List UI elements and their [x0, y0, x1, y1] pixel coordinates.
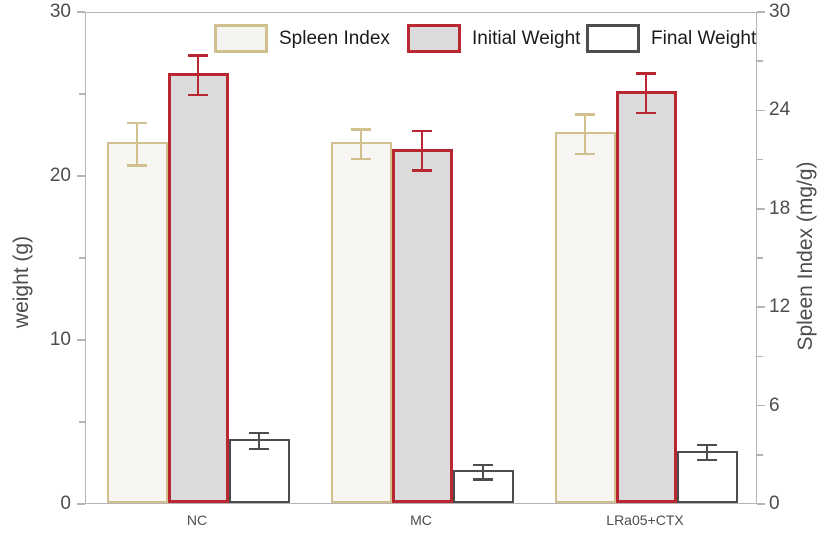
right-tick-label: 18 — [769, 197, 791, 219]
error-bar-cap — [412, 129, 432, 133]
error-bar-cap — [412, 169, 432, 172]
right-tick-label: 24 — [769, 99, 791, 121]
plot-area: Spleen Index Initial Weight Final Weight — [85, 12, 757, 504]
left-major-tick — [77, 11, 85, 13]
error-bar — [257, 432, 261, 450]
bar-final-weight — [676, 450, 738, 503]
x-category-label: NC — [186, 512, 208, 528]
error-bar — [644, 73, 648, 114]
error-bar-cap — [249, 447, 269, 451]
error-bar-cap — [351, 157, 371, 161]
legend-label: Initial Weight — [472, 27, 581, 49]
right-major-tick — [757, 404, 765, 407]
right-axis-title: Spleen Index (mg/g) — [794, 161, 817, 351]
left-minor-tick — [79, 257, 85, 259]
error-bar-cap — [697, 458, 717, 462]
right-major-tick — [757, 503, 765, 505]
left-axis-title: weight (g) — [10, 235, 33, 329]
error-bar-cap — [127, 121, 147, 125]
error-bar — [359, 129, 363, 159]
x-category-label: LRa05+CTX — [606, 512, 684, 528]
right-major-tick — [757, 208, 765, 210]
error-bar-cap — [575, 152, 595, 156]
bar-initial-weight — [615, 91, 677, 503]
right-minor-tick — [757, 257, 763, 259]
bar-spleen-index — [554, 132, 616, 503]
bar-initial-weight — [391, 148, 453, 503]
error-bar-cap — [249, 431, 269, 435]
legend-label: Final Weight — [651, 27, 757, 49]
right-tick-label: 12 — [769, 296, 791, 318]
right-major-tick — [757, 306, 765, 308]
error-bar-cap — [636, 111, 656, 115]
left-tick-label: 30 — [49, 1, 71, 22]
right-minor-tick — [757, 454, 763, 456]
error-bar-cap — [188, 54, 208, 57]
error-bar-cap — [351, 128, 371, 131]
right-major-tick — [757, 11, 765, 13]
error-bar-cap — [636, 72, 656, 75]
bar-spleen-index — [106, 142, 168, 503]
error-bar-cap — [697, 443, 717, 447]
left-tick-label: 0 — [60, 493, 71, 514]
left-minor-tick — [79, 421, 85, 423]
legend-item: Final Weight — [586, 24, 756, 53]
left-tick-label: 20 — [49, 165, 71, 186]
right-minor-tick — [757, 158, 763, 161]
right-minor-tick — [757, 60, 763, 62]
error-bar — [135, 122, 139, 166]
right-tick-label: 0 — [769, 493, 780, 514]
error-bar — [420, 131, 424, 171]
error-bar-cap — [473, 463, 493, 467]
legend-label: Spleen Index — [279, 27, 390, 49]
legend-item: Spleen Index — [214, 24, 390, 53]
bar-spleen-index — [330, 142, 392, 503]
left-tick-label: 10 — [49, 329, 71, 350]
error-bar-cap — [575, 113, 595, 116]
error-bar-cap — [473, 478, 493, 481]
legend-swatch-spleen-index — [214, 24, 268, 53]
legend-item: Initial Weight — [407, 24, 580, 53]
x-category-label: MC — [410, 512, 432, 528]
left-major-tick — [77, 175, 85, 177]
legend-swatch-final-weight — [586, 24, 640, 53]
error-bar-cap — [188, 93, 208, 97]
error-bar — [196, 55, 200, 95]
right-minor-tick — [757, 355, 763, 358]
error-bar — [705, 445, 709, 460]
right-tick-label: 6 — [769, 394, 780, 416]
error-bar-cap — [127, 164, 147, 167]
error-bar — [583, 114, 587, 155]
right-tick-label: 30 — [769, 1, 791, 22]
right-major-tick — [757, 109, 765, 112]
bar-initial-weight — [167, 73, 229, 503]
left-minor-tick — [79, 93, 85, 95]
error-bar — [481, 464, 485, 480]
legend-swatch-initial-weight — [407, 24, 461, 53]
left-major-tick — [77, 339, 85, 341]
left-major-tick — [77, 503, 85, 505]
